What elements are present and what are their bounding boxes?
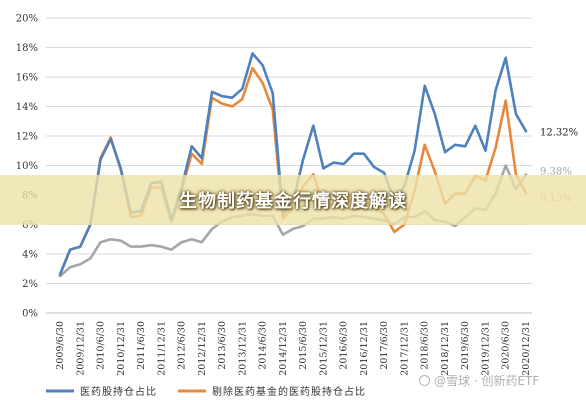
x-tick-label: 2016/12/31 — [359, 321, 370, 376]
x-tick-label: 2009/6/30 — [55, 321, 66, 370]
x-tick-label: 2016/6/30 — [339, 321, 350, 370]
series-lines — [58, 52, 528, 278]
x-tick-label: 2010/12/31 — [116, 321, 127, 376]
y-tick-label: 2% — [22, 279, 38, 290]
x-tick-label: 2020/12/31 — [521, 321, 532, 376]
x-tick-label: 2017/12/31 — [399, 321, 410, 376]
y-tick-label: 4% — [22, 250, 38, 261]
y-tick-label: 14% — [16, 102, 38, 113]
x-tick-label: 2014/12/31 — [278, 321, 289, 376]
x-tick-label: 2015/6/30 — [298, 321, 309, 370]
x-tick-label: 2019/6/30 — [460, 321, 471, 370]
x-tick-label: 2011/12/31 — [156, 321, 167, 376]
snowball-logo-icon — [419, 375, 430, 386]
title-banner: 生物制药基金行情深度解读 — [0, 175, 586, 225]
x-tick-label: 2019/12/31 — [480, 321, 491, 376]
y-tick-label: 18% — [16, 43, 38, 54]
y-axis-ticks: 0%2%4%6%8%10%12%14%16%18%20% — [16, 14, 38, 320]
x-tick-label: 2020/6/30 — [501, 321, 512, 370]
x-tick-label: 2017/6/30 — [379, 321, 390, 370]
y-tick-label: 10% — [16, 161, 38, 172]
x-tick-label: 2013/12/31 — [237, 321, 248, 376]
x-tick-label: 2018/6/30 — [420, 321, 431, 370]
x-tick-label: 2011/6/30 — [136, 321, 147, 370]
y-tick-label: 0% — [22, 309, 38, 320]
legend-label-series-1: 医药股持仓占比 — [80, 385, 157, 398]
legend-label-series-2: 剔除医药基金的医药股持仓占比 — [212, 385, 366, 398]
legend: 医药股持仓占比 剔除医药基金的医药股持仓占比 — [46, 385, 366, 398]
y-tick-label: 16% — [16, 73, 38, 84]
y-tick-label: 20% — [16, 14, 38, 25]
x-tick-label: 2015/12/31 — [318, 321, 329, 376]
end-label-series-3: 9.38% — [540, 167, 572, 178]
x-axis-ticks: 2009/6/30 2009/12/31 2010/6/30 2010/12/31 20… — [55, 321, 532, 376]
watermark-text: @雪球 · 创新药ETF — [434, 374, 540, 388]
end-label-series-1: 12.32% — [540, 127, 578, 138]
x-tick-label: 2018/12/31 — [440, 321, 451, 376]
y-tick-label: 6% — [22, 220, 38, 231]
banner-title: 生物制药基金行情深度解读 — [179, 191, 407, 212]
x-tick-label: 2010/6/30 — [96, 321, 107, 370]
x-tick-label: 2014/6/30 — [258, 321, 269, 370]
y-tick-label: 12% — [16, 132, 38, 143]
x-tick-label: 2012/6/30 — [177, 321, 188, 370]
series-line-1 — [58, 52, 528, 276]
x-tick-label: 2012/12/31 — [197, 321, 208, 376]
series-line-2 — [58, 66, 528, 276]
x-tick-label: 2009/12/31 — [75, 321, 86, 376]
watermark: @雪球 · 创新药ETF — [419, 372, 539, 389]
x-tick-label: 2013/6/30 — [217, 321, 228, 370]
